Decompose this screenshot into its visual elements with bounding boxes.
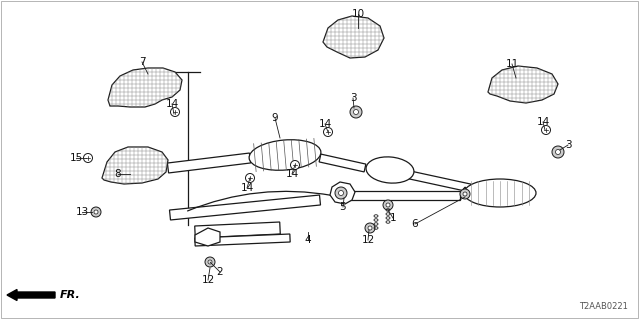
Text: 3: 3 [349, 93, 356, 103]
Circle shape [353, 109, 358, 115]
Ellipse shape [249, 140, 321, 170]
Circle shape [83, 154, 93, 163]
Polygon shape [195, 222, 280, 238]
Polygon shape [488, 66, 558, 103]
FancyArrow shape [7, 290, 55, 300]
Polygon shape [170, 195, 321, 220]
Polygon shape [102, 147, 168, 184]
Circle shape [350, 106, 362, 118]
Circle shape [552, 146, 564, 158]
Circle shape [208, 260, 212, 264]
Text: 15: 15 [69, 153, 83, 163]
Ellipse shape [464, 179, 536, 207]
Polygon shape [335, 190, 460, 199]
Polygon shape [319, 154, 366, 172]
Text: 5: 5 [340, 202, 346, 212]
Text: 14: 14 [241, 183, 253, 193]
Polygon shape [463, 187, 471, 195]
Text: FR.: FR. [60, 290, 81, 300]
Text: 3: 3 [564, 140, 572, 150]
Text: 6: 6 [412, 219, 419, 229]
Text: 13: 13 [76, 207, 88, 217]
Text: 11: 11 [506, 59, 518, 69]
Polygon shape [330, 182, 355, 204]
Polygon shape [108, 68, 182, 107]
Text: 1: 1 [390, 213, 396, 223]
Text: 2: 2 [217, 267, 223, 277]
Polygon shape [323, 16, 384, 58]
Text: T2AAB0221: T2AAB0221 [579, 302, 628, 311]
Polygon shape [409, 171, 471, 192]
Circle shape [91, 207, 101, 217]
Text: 12: 12 [362, 235, 374, 245]
Circle shape [368, 226, 372, 230]
Circle shape [205, 257, 215, 267]
Circle shape [383, 200, 393, 210]
Text: 12: 12 [202, 275, 214, 285]
Text: 14: 14 [318, 119, 332, 129]
Text: 9: 9 [272, 113, 278, 123]
Text: 14: 14 [165, 99, 179, 109]
Circle shape [386, 203, 390, 207]
Circle shape [556, 149, 561, 155]
Circle shape [541, 125, 550, 134]
Text: 14: 14 [536, 117, 550, 127]
Circle shape [335, 187, 347, 199]
Circle shape [323, 127, 333, 137]
Polygon shape [195, 228, 220, 246]
Text: 8: 8 [115, 169, 122, 179]
Circle shape [170, 108, 179, 116]
Circle shape [365, 223, 375, 233]
Text: 10: 10 [351, 9, 365, 19]
Polygon shape [168, 153, 251, 173]
Text: 14: 14 [285, 169, 299, 179]
Polygon shape [195, 234, 290, 246]
Circle shape [339, 190, 344, 196]
Circle shape [94, 210, 98, 214]
Circle shape [291, 161, 300, 170]
Text: 7: 7 [139, 57, 145, 67]
Ellipse shape [366, 157, 414, 183]
Text: 4: 4 [305, 235, 311, 245]
Circle shape [246, 173, 255, 182]
Circle shape [463, 192, 467, 196]
Circle shape [460, 189, 470, 199]
